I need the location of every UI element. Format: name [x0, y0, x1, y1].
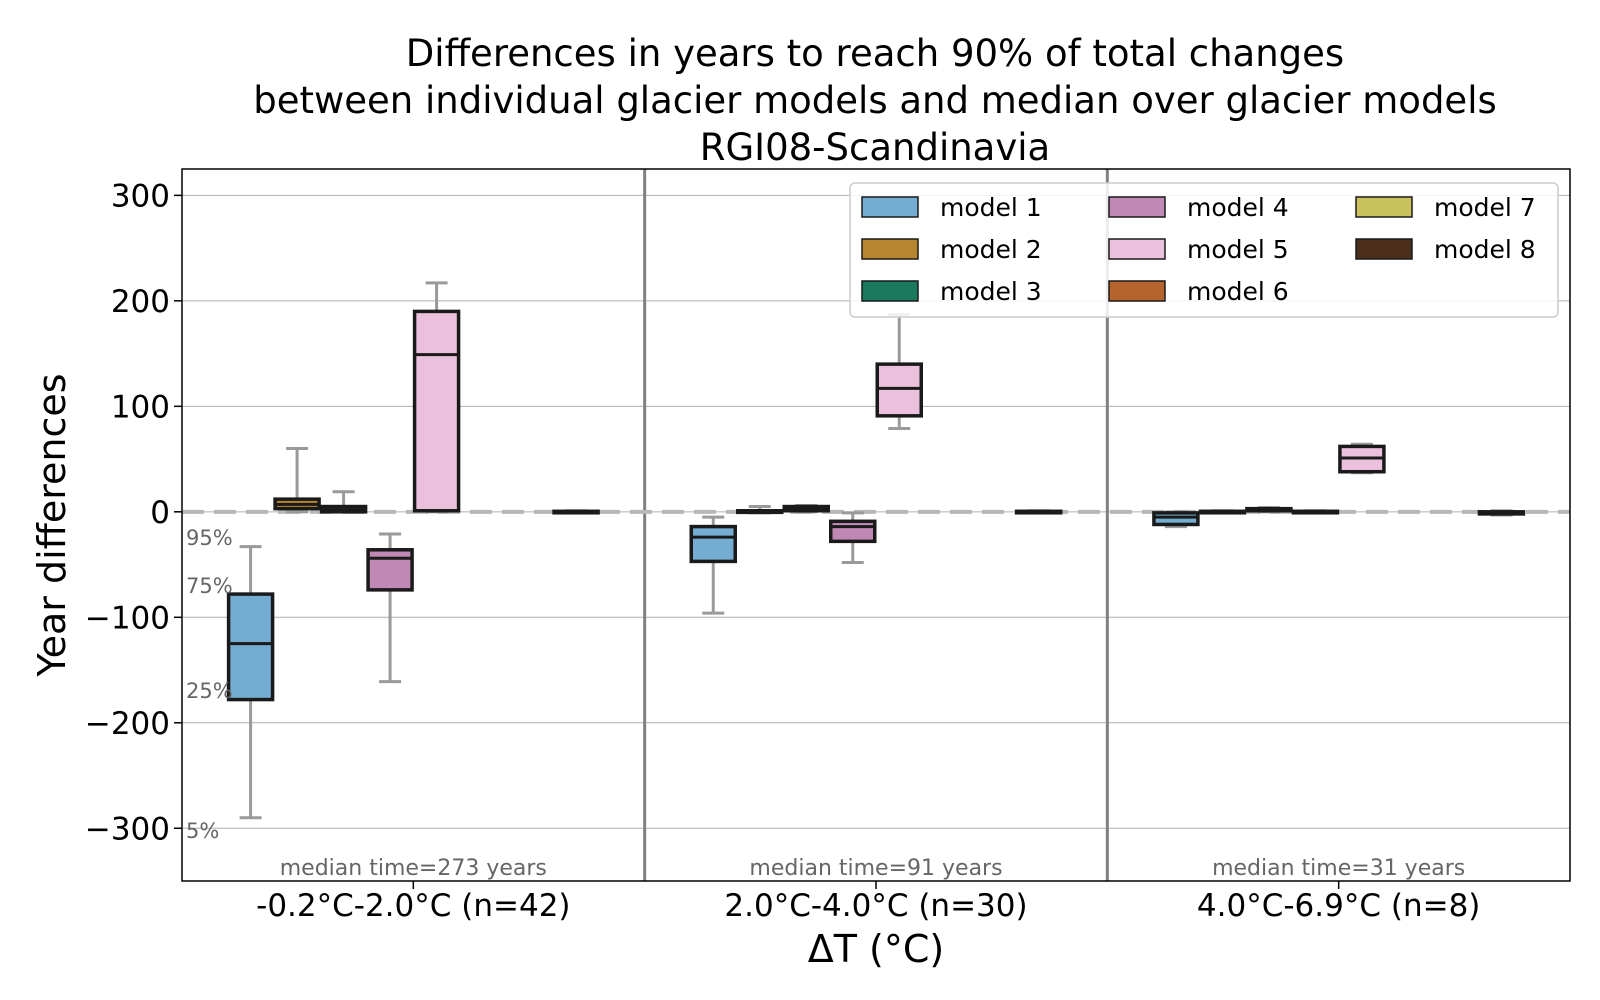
box-model-3 — [319, 490, 368, 514]
box-model-8 — [1015, 509, 1063, 515]
x-tick-labels: -0.2°C-2.0°C (n=42) 2.0°C-4.0°C (n=30) 4.0… — [256, 881, 1480, 924]
median-time-label: median time=273 years — [280, 856, 547, 881]
legend-label: model 2 — [940, 235, 1042, 264]
legend-label: model 3 — [940, 277, 1042, 306]
legend-item: model 7 — [1355, 193, 1536, 222]
box-model-2 — [273, 447, 321, 514]
legend-label: model 6 — [1187, 277, 1289, 306]
legend-item: model 2 — [861, 235, 1042, 264]
legend-swatch — [1108, 280, 1166, 302]
y-tick-label: 100 — [111, 389, 170, 425]
legend-item: model 5 — [1108, 235, 1289, 264]
legend-swatch — [1108, 196, 1166, 218]
title-line: RGI08-Scandinavia — [700, 126, 1050, 169]
box — [226, 592, 275, 702]
box-model-5 — [1338, 442, 1386, 475]
box-model-1 — [689, 515, 737, 615]
percentile-label: 5% — [186, 819, 219, 843]
legend-item: model 8 — [1355, 235, 1536, 264]
y-tick-label: −100 — [85, 600, 170, 636]
box-model-4 — [829, 511, 877, 564]
x-tick-label: 4.0°C-6.9°C (n=8) — [1197, 888, 1480, 924]
median-time-label: median time=91 years — [749, 856, 1002, 881]
box-model-8 — [1477, 509, 1526, 517]
box — [875, 362, 923, 418]
legend-swatch — [861, 196, 919, 218]
legend-label: model 8 — [1434, 235, 1536, 264]
percentile-label: 95% — [186, 526, 233, 550]
y-tick-label: 200 — [111, 284, 170, 320]
title-line: Differences in years to reach 90% of tot… — [406, 32, 1344, 75]
median-time-annotations: median time=273 years median time=91 year… — [280, 856, 1465, 881]
x-axis-label: ΔT (°C) — [808, 927, 944, 971]
box — [829, 519, 877, 544]
box-model-3 — [1245, 506, 1293, 514]
chart-title: Differences in years to reach 90% of tot… — [253, 32, 1497, 169]
legend-label: model 5 — [1187, 235, 1289, 264]
box — [689, 524, 737, 564]
title-line: between individual glacier models and me… — [253, 79, 1497, 122]
median-time-label: median time=31 years — [1212, 856, 1465, 881]
percentile-label: 75% — [186, 574, 233, 598]
y-tick-label: −300 — [85, 811, 170, 847]
box-model-1 — [226, 545, 275, 820]
box-model-5 — [412, 281, 461, 514]
box-plots — [226, 281, 1526, 820]
legend-item: model 4 — [1108, 193, 1289, 222]
box-model-5 — [875, 313, 923, 430]
box — [366, 548, 414, 592]
box-model-2 — [1198, 509, 1247, 515]
box-model-8 — [552, 509, 600, 515]
legend-label: model 7 — [1434, 193, 1536, 222]
x-tick-label: -0.2°C-2.0°C (n=42) — [256, 888, 570, 924]
legend-item: model 3 — [861, 277, 1042, 306]
x-tick-label: 2.0°C-4.0°C (n=30) — [724, 888, 1027, 924]
box-model-4 — [366, 532, 414, 684]
legend-swatch — [1355, 238, 1413, 260]
legend-item: model 1 — [861, 193, 1042, 222]
legend-item: model 6 — [1108, 277, 1289, 306]
y-tick-label: −200 — [85, 706, 170, 742]
legend-swatch — [1355, 196, 1413, 218]
box-model-3 — [782, 503, 830, 514]
legend-swatch — [861, 238, 919, 260]
percentile-label: 25% — [186, 679, 233, 703]
legend-swatch — [861, 280, 919, 302]
y-tick-label: 0 — [150, 495, 170, 531]
y-axis-label: Year differences — [30, 373, 74, 677]
box-model-2 — [736, 505, 784, 515]
percentile-labels: 95% 75% 25% 5% — [186, 526, 233, 843]
legend: model 1 model 2 model 3 model 4 model 5 model… — [849, 182, 1559, 318]
y-tick-label: 300 — [111, 178, 170, 214]
box-model-1 — [1152, 510, 1200, 529]
box — [412, 309, 461, 513]
legend-label: model 4 — [1187, 193, 1289, 222]
legend-label: model 1 — [940, 193, 1042, 222]
box-model-4 — [1291, 509, 1340, 515]
box — [1152, 511, 1200, 527]
y-tick-labels: 300 200 100 0 −100 −200 −300 — [85, 178, 182, 847]
legend-swatch — [1108, 238, 1166, 260]
